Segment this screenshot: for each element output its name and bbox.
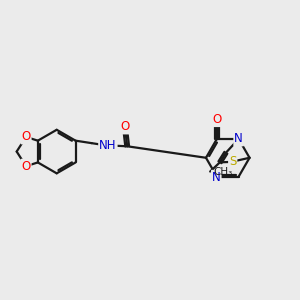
Text: NH: NH (99, 139, 117, 152)
Text: O: O (121, 121, 130, 134)
Text: O: O (212, 113, 221, 126)
Text: O: O (21, 160, 31, 173)
Text: N: N (212, 171, 220, 184)
Text: O: O (21, 130, 31, 143)
Text: S: S (229, 155, 236, 168)
Text: CH₃: CH₃ (213, 167, 232, 177)
Text: N: N (234, 132, 243, 146)
